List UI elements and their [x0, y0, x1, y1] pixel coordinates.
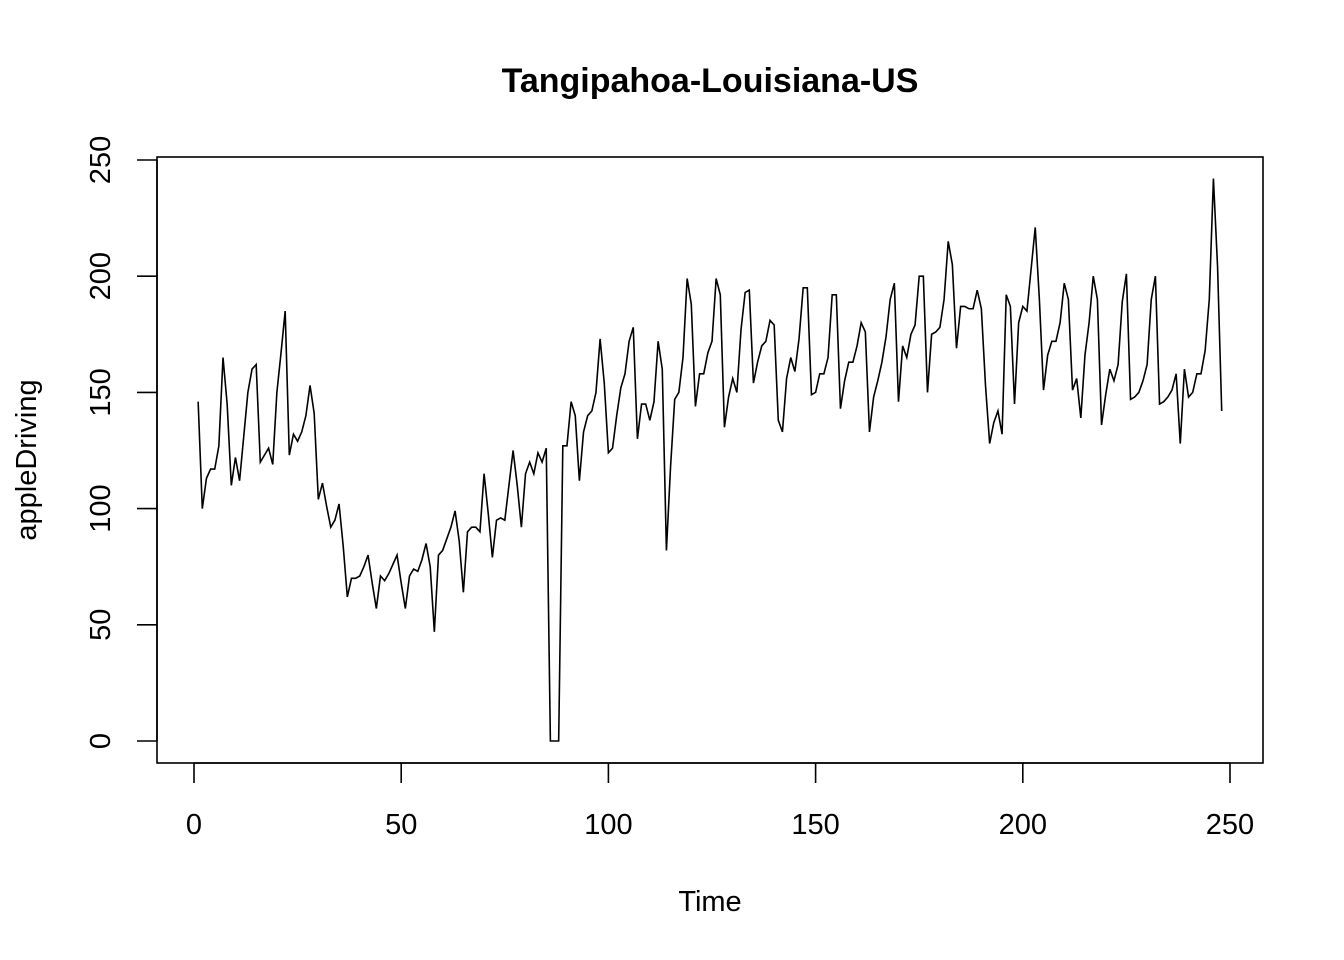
y-tick-label: 50 [85, 609, 117, 641]
series-line [197, 178, 1223, 742]
x-tick-label: 250 [1206, 809, 1254, 841]
y-tick-label: 200 [85, 252, 117, 300]
y-tick-label: 250 [85, 136, 117, 184]
y-axis-label: appleDriving [11, 379, 43, 540]
y-tick-label: 100 [85, 484, 117, 532]
chart-title: Tangipahoa-Louisiana-US [502, 62, 919, 100]
y-axis: 0 50 100 150 200 250 [85, 136, 158, 749]
x-tick-label: 150 [791, 809, 839, 841]
x-tick-label: 100 [584, 809, 632, 841]
x-tick-label: 0 [186, 809, 202, 841]
x-tick-label: 50 [385, 809, 417, 841]
x-axis: 0 50 100 150 200 250 [186, 762, 1254, 841]
y-tick-label: 0 [85, 733, 117, 749]
y-tick-label: 150 [85, 368, 117, 416]
plot-frame [156, 156, 1264, 764]
x-tick-label: 200 [999, 809, 1047, 841]
x-axis-label: Time [678, 886, 741, 918]
